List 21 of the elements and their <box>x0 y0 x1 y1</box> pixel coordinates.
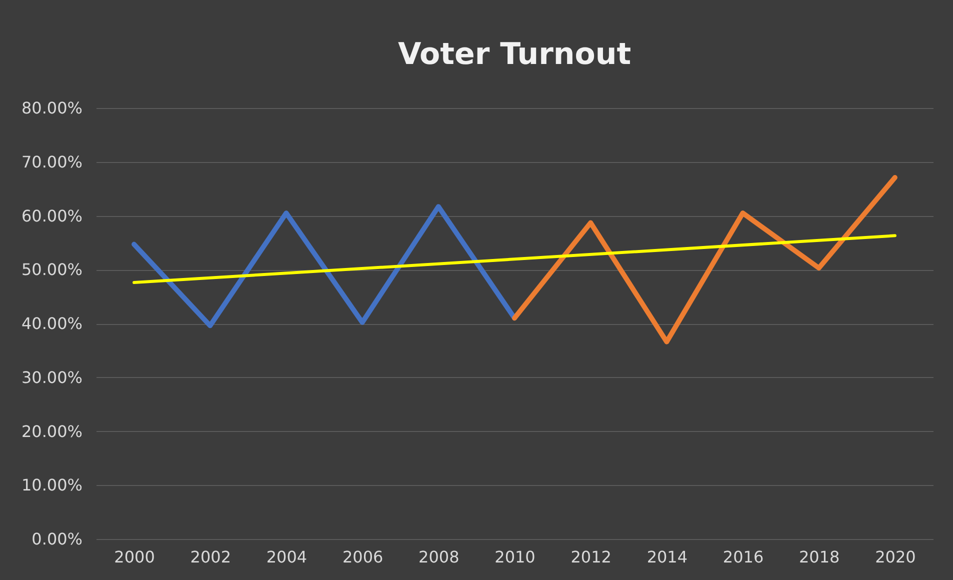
x-tick-label: 2014 <box>646 548 688 566</box>
x-tick-label: 2006 <box>342 548 384 566</box>
chart-title: Voter Turnout <box>398 37 632 72</box>
y-tick-label: 10.00% <box>21 476 82 495</box>
y-tick-label: 40.00% <box>21 314 82 333</box>
x-tick-label: 2002 <box>190 548 231 566</box>
x-tick-label: 2016 <box>722 548 764 566</box>
y-tick-label: 30.00% <box>21 368 82 387</box>
x-tick-label: 2020 <box>875 548 916 566</box>
x-tick-label: 2012 <box>570 548 612 566</box>
x-tick-label: 2008 <box>418 548 460 566</box>
x-tick-label: 2010 <box>494 548 536 566</box>
y-tick-label: 0.00% <box>32 530 82 548</box>
x-tick-label: 2000 <box>114 548 155 566</box>
y-tick-label: 60.00% <box>21 206 82 226</box>
y-tick-label: 70.00% <box>21 152 82 172</box>
x-tick-label: 2004 <box>266 548 308 566</box>
x-tick-label: 2018 <box>799 548 840 566</box>
y-tick-label: 50.00% <box>21 260 82 280</box>
y-tick-label: 80.00% <box>21 98 82 118</box>
y-tick-label: 20.00% <box>21 422 82 441</box>
